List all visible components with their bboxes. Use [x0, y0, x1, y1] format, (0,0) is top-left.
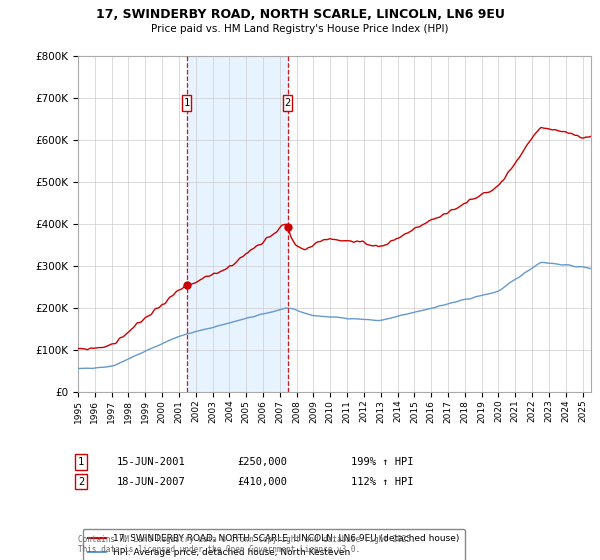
- Text: 112% ↑ HPI: 112% ↑ HPI: [351, 477, 413, 487]
- Text: £250,000: £250,000: [237, 457, 287, 467]
- Text: 199% ↑ HPI: 199% ↑ HPI: [351, 457, 413, 467]
- Text: 15-JUN-2001: 15-JUN-2001: [117, 457, 186, 467]
- Text: £410,000: £410,000: [237, 477, 287, 487]
- Text: Contains HM Land Registry data © Crown copyright and database right 2025.
This d: Contains HM Land Registry data © Crown c…: [78, 535, 416, 554]
- Text: 17, SWINDERBY ROAD, NORTH SCARLE, LINCOLN, LN6 9EU: 17, SWINDERBY ROAD, NORTH SCARLE, LINCOL…: [95, 8, 505, 21]
- Text: 18-JUN-2007: 18-JUN-2007: [117, 477, 186, 487]
- Text: 2: 2: [284, 98, 290, 108]
- Text: 2: 2: [78, 477, 84, 487]
- FancyBboxPatch shape: [283, 96, 292, 111]
- Text: 1: 1: [78, 457, 84, 467]
- Legend: 17, SWINDERBY ROAD, NORTH SCARLE, LINCOLN, LN6 9EU (detached house), HPI: Averag: 17, SWINDERBY ROAD, NORTH SCARLE, LINCOL…: [83, 529, 465, 560]
- Bar: [187, 56, 287, 392]
- FancyBboxPatch shape: [182, 96, 191, 111]
- Text: 1: 1: [184, 98, 190, 108]
- Text: Price paid vs. HM Land Registry's House Price Index (HPI): Price paid vs. HM Land Registry's House …: [151, 24, 449, 34]
